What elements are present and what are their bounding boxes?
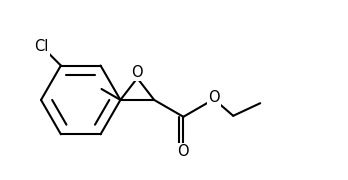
Text: Cl: Cl — [34, 39, 48, 54]
Text: O: O — [208, 90, 220, 105]
Text: O: O — [132, 65, 143, 80]
Text: O: O — [177, 144, 189, 159]
